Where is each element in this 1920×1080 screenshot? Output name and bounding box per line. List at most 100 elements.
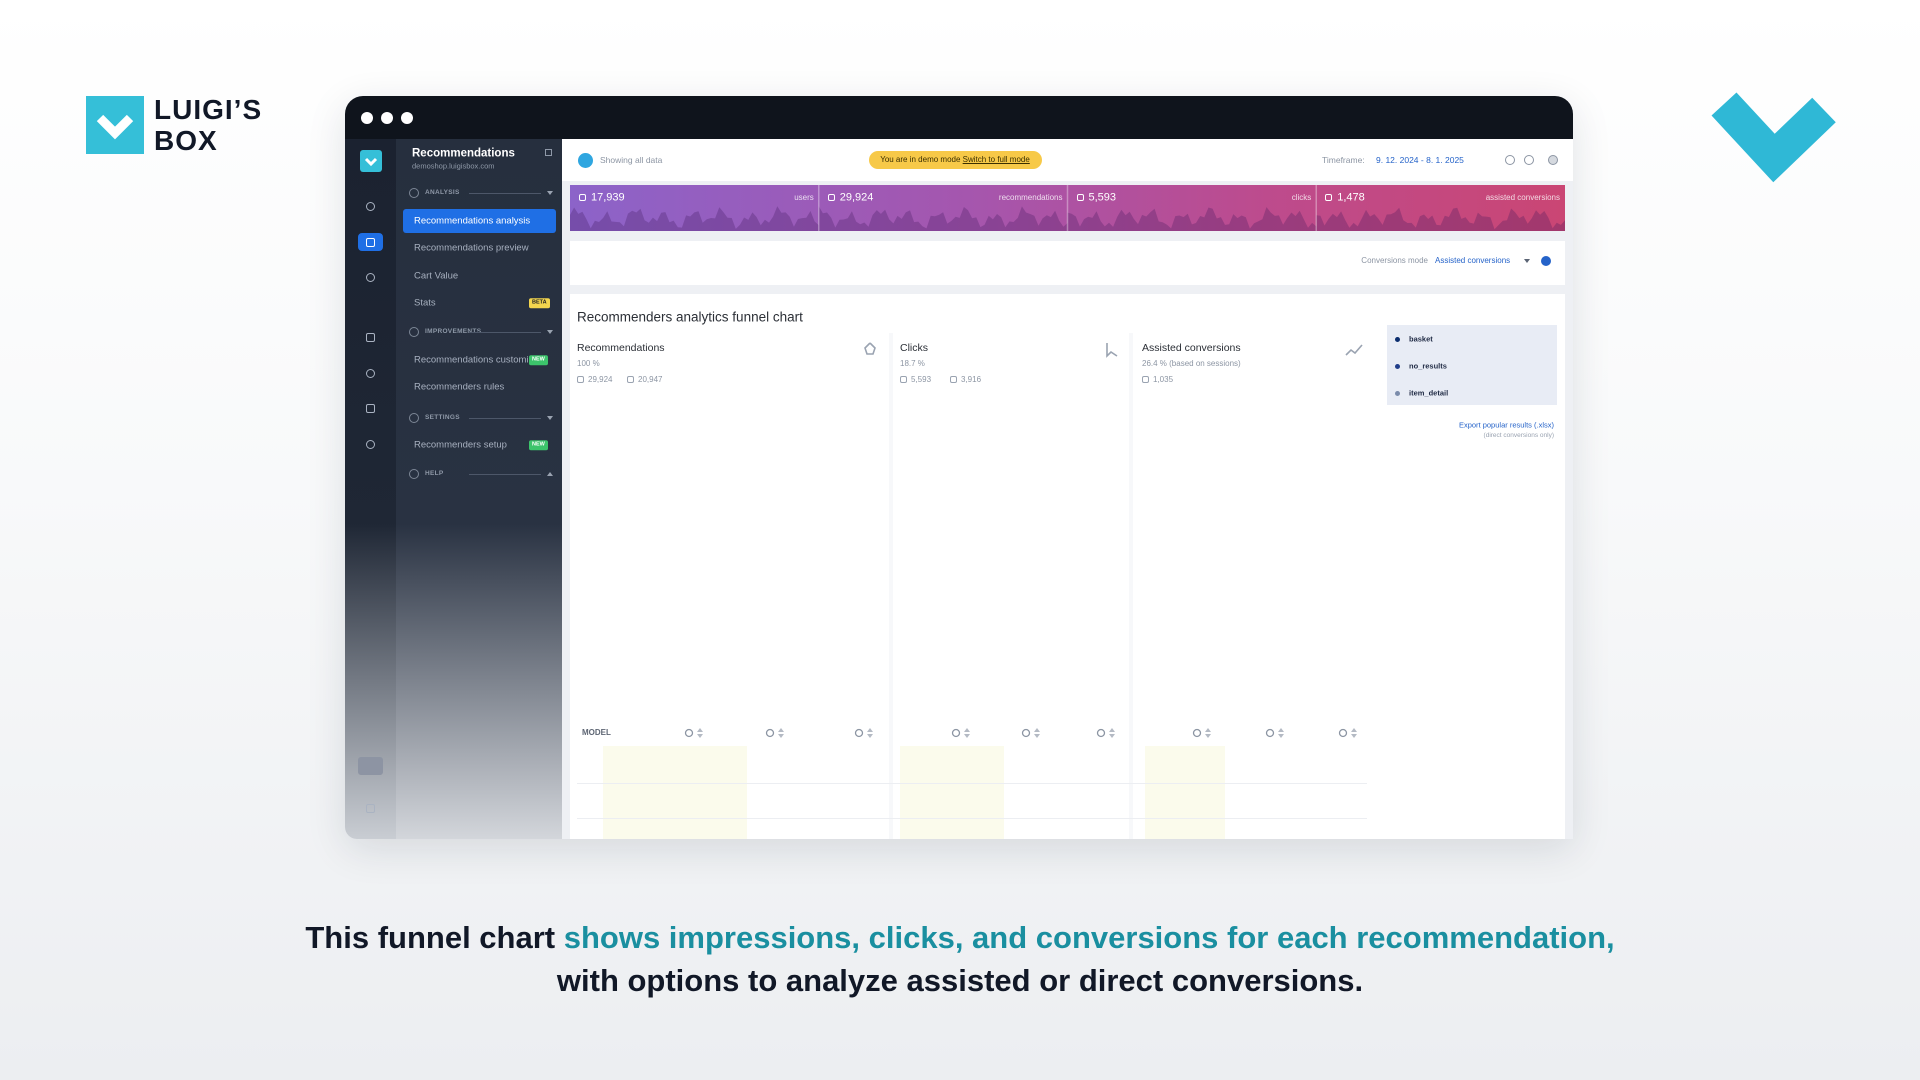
legend-box xyxy=(1387,325,1557,405)
strip-flag[interactable] xyxy=(358,757,383,775)
header-glyph xyxy=(1265,728,1275,738)
section-icon xyxy=(409,413,419,423)
section-icon xyxy=(409,327,419,337)
table-header-icon xyxy=(1192,728,1211,738)
strip-icon[interactable] xyxy=(366,333,375,342)
column-stat-icon xyxy=(900,376,907,383)
nav-item[interactable]: Recommenders setup xyxy=(414,439,507,451)
sort-up[interactable] xyxy=(1278,728,1284,732)
section-title[interactable]: ANALYSIS xyxy=(425,188,460,196)
sort-up[interactable] xyxy=(867,728,873,732)
column-stat-icon xyxy=(950,376,957,383)
nav-external-icon[interactable] xyxy=(545,149,552,156)
legend-label[interactable]: basket xyxy=(1409,334,1433,344)
header-glyph xyxy=(765,728,775,738)
window-dot xyxy=(401,112,413,124)
section-title[interactable]: IMPROVEMENTS xyxy=(425,327,482,335)
table-header-icon xyxy=(854,728,873,738)
header-glyph xyxy=(854,728,864,738)
sort-down[interactable] xyxy=(1034,734,1040,738)
strip-icon[interactable] xyxy=(366,238,375,247)
legend-label[interactable]: item_detail xyxy=(1409,388,1449,398)
funnel-flow xyxy=(570,395,1377,532)
topbar-icon[interactable] xyxy=(1505,155,1515,165)
sort-up[interactable] xyxy=(1351,728,1357,732)
sort-up[interactable] xyxy=(778,728,784,732)
sort-down[interactable] xyxy=(778,734,784,738)
sparklines xyxy=(570,185,1565,231)
sort-up[interactable] xyxy=(1109,728,1115,732)
section-caret[interactable] xyxy=(547,330,553,334)
strip-icon[interactable] xyxy=(366,804,375,813)
strip-icon[interactable] xyxy=(366,404,375,413)
strip-icon[interactable] xyxy=(366,202,375,211)
sort-down[interactable] xyxy=(1205,734,1211,738)
column-icon xyxy=(864,342,876,355)
nav-title: Recommendations xyxy=(412,147,515,160)
strip-icon[interactable] xyxy=(366,369,375,378)
mode-value[interactable]: Assisted conversions xyxy=(1435,256,1511,265)
export-link[interactable]: Export popular results (.xlsx) xyxy=(1458,420,1554,430)
caption-plain: This funnel chart xyxy=(305,920,564,955)
sort-down[interactable] xyxy=(1109,734,1115,738)
sort-up[interactable] xyxy=(1034,728,1040,732)
strip-active-bg xyxy=(358,233,383,251)
section-caret[interactable] xyxy=(547,191,553,195)
decor-chevron-shape xyxy=(1711,92,1836,183)
section-title[interactable]: SETTINGS xyxy=(425,413,460,421)
sort-down[interactable] xyxy=(697,734,703,738)
caption-line1: This funnel chart shows impressions, cli… xyxy=(0,922,1920,953)
section-title[interactable]: HELP xyxy=(425,469,444,477)
section-rule xyxy=(469,474,541,475)
section-caret[interactable] xyxy=(547,472,553,476)
nav-item[interactable]: Stats xyxy=(414,297,436,309)
timeframe[interactable]: 9. 12. 2024 - 8. 1. 2025 xyxy=(1376,154,1464,165)
brand-line1: LUIGI’S xyxy=(154,94,263,125)
column-title: Clicks xyxy=(900,341,928,354)
topbar-icon[interactable] xyxy=(1524,155,1534,165)
column-stat: 3,916 xyxy=(961,375,982,384)
nav-domain: demoshop.luigisbox.com xyxy=(412,161,495,171)
sort-down[interactable] xyxy=(964,734,970,738)
sparkline xyxy=(570,206,819,231)
sort-up[interactable] xyxy=(964,728,970,732)
demo-link[interactable]: Switch to full mode xyxy=(962,155,1030,164)
sort-down[interactable] xyxy=(1351,734,1357,738)
column-stat-icon xyxy=(627,376,634,383)
strip-logo-chevron xyxy=(364,157,378,167)
topbar-logo-shape xyxy=(578,153,593,168)
filter[interactable]: Showing all data xyxy=(600,154,663,165)
nav-item[interactable]: Recommendations preview xyxy=(414,242,529,254)
legend-dot xyxy=(1395,390,1400,396)
column-stat-icon xyxy=(1142,376,1149,383)
header-glyph xyxy=(684,728,694,738)
timeframe-label: Timeframe: xyxy=(1322,154,1365,165)
topbar-icon[interactable] xyxy=(1548,155,1558,165)
stat-icon xyxy=(579,194,586,201)
column-share: 18.7 % xyxy=(900,359,925,368)
window-dot xyxy=(361,112,373,124)
nav-item[interactable]: Recommendations analysis xyxy=(414,215,531,227)
tint xyxy=(603,746,747,839)
funnel-flow xyxy=(570,500,1377,596)
nav-item[interactable]: Recommenders rules xyxy=(414,381,505,393)
nav-item[interactable]: Recommendations customi… xyxy=(414,354,539,366)
legend-label[interactable]: no_results xyxy=(1409,361,1447,371)
stat-icon xyxy=(827,194,835,201)
strip-icon[interactable] xyxy=(366,440,375,449)
strip-icon[interactable] xyxy=(366,273,375,282)
sort-up[interactable] xyxy=(697,728,703,732)
sort-down[interactable] xyxy=(867,734,873,738)
brand-line2: BOX xyxy=(154,125,218,156)
column-icon-shape xyxy=(1345,344,1363,356)
icon-strip xyxy=(345,139,396,839)
help-icon[interactable] xyxy=(1541,256,1551,266)
mode-caret xyxy=(1524,259,1530,263)
nav-item[interactable]: Cart Value xyxy=(414,270,459,282)
table-header-model[interactable]: MODEL xyxy=(582,728,611,737)
sort-down[interactable] xyxy=(1278,734,1284,738)
section-caret[interactable] xyxy=(547,416,553,420)
stats-band xyxy=(570,185,1565,231)
sort-up[interactable] xyxy=(1205,728,1211,732)
